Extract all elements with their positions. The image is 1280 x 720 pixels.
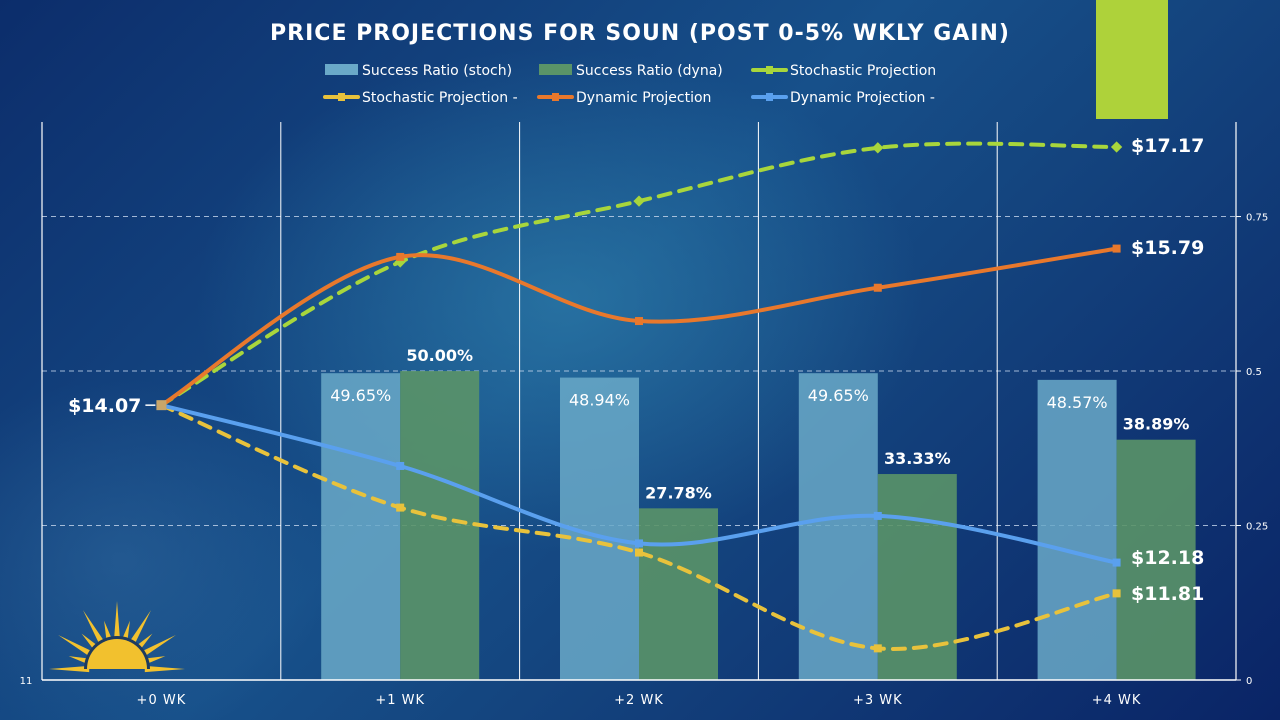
legend-label: Stochastic Projection bbox=[790, 63, 936, 79]
legend-swatch bbox=[325, 64, 358, 75]
end-price-label: $17.17 bbox=[1131, 135, 1204, 157]
right-axis-tick-label: 0 bbox=[1246, 676, 1252, 687]
legend-item: Dynamic Projection bbox=[537, 90, 711, 106]
x-axis-tick-label: +1 WK bbox=[375, 693, 425, 708]
bar-dyna bbox=[1116, 439, 1196, 680]
line-point bbox=[396, 252, 405, 261]
x-axis-tick-label: +0 WK bbox=[137, 693, 187, 708]
bar-stoch bbox=[798, 373, 878, 680]
right-axis-tick-label: 0.25 bbox=[1246, 522, 1268, 533]
x-axis-tick-label: +2 WK bbox=[614, 693, 664, 708]
end-price-label: $11.81 bbox=[1131, 583, 1204, 605]
legend-swatch bbox=[539, 64, 572, 75]
line-dynamic-projection bbox=[159, 246, 1119, 408]
line-point bbox=[1110, 141, 1123, 153]
bar-stoch bbox=[1037, 379, 1117, 680]
legend-label: Success Ratio (stoch) bbox=[362, 63, 512, 79]
legend-item: Success Ratio (stoch) bbox=[325, 63, 512, 79]
bar-label-dyna: 27.78% bbox=[645, 483, 712, 502]
legend-marker bbox=[338, 93, 345, 101]
right-axis-tick-label: 0.75 bbox=[1246, 213, 1268, 224]
line-point bbox=[873, 511, 882, 520]
bar-label-stoch: 49.65% bbox=[330, 386, 391, 405]
line-point bbox=[635, 539, 643, 548]
line-point bbox=[1112, 558, 1121, 567]
line-point bbox=[872, 142, 884, 154]
legend: Success Ratio (stoch) Success Ratio (dyna… bbox=[323, 63, 936, 106]
legend-label: Dynamic Projection bbox=[576, 90, 711, 106]
end-price-label: $15.79 bbox=[1131, 237, 1204, 259]
line-point bbox=[1112, 589, 1121, 598]
bar-label-stoch: 48.57% bbox=[1047, 393, 1108, 412]
legend-marker bbox=[766, 66, 773, 74]
legend-label: Stochastic Projection - bbox=[362, 90, 518, 106]
bar-label-dyna: 33.33% bbox=[884, 449, 951, 468]
sun-logo-icon bbox=[49, 601, 185, 673]
lines bbox=[145, 141, 1123, 653]
line-point bbox=[873, 644, 882, 653]
left-axis-tick-label: 11 bbox=[20, 676, 33, 687]
line-point bbox=[633, 195, 645, 207]
legend-item: Stochastic Projection bbox=[751, 63, 936, 79]
start-price-label: $14.07 bbox=[68, 395, 141, 417]
sun-disc bbox=[87, 639, 147, 669]
bar-dyna bbox=[400, 371, 480, 680]
bar-label-dyna: 50.00% bbox=[406, 346, 473, 365]
bar-label-stoch: 48.94% bbox=[569, 391, 630, 410]
data-labels: $14.07 $17.17 $11.81 $15.79 $12.18 49.65% 48.9… bbox=[68, 135, 1204, 605]
bar-dyna bbox=[639, 508, 718, 680]
line-point bbox=[635, 317, 643, 326]
line-point bbox=[396, 503, 405, 512]
x-axis-tick-label: +3 WK bbox=[853, 693, 903, 708]
bar-stoch bbox=[321, 373, 401, 680]
bar-label-stoch: 49.65% bbox=[808, 386, 869, 405]
legend-label: Success Ratio (dyna) bbox=[576, 63, 723, 79]
line-point bbox=[873, 283, 882, 292]
legend-label: Dynamic Projection - bbox=[790, 90, 935, 106]
legend-marker bbox=[552, 93, 559, 101]
bars bbox=[321, 371, 1196, 680]
end-price-label: $12.18 bbox=[1131, 547, 1204, 569]
right-axis-tick-label: 0.5 bbox=[1246, 367, 1262, 378]
axes: 11 0 0.25 0.5 0.75 +0 WK +1 WK +2 WK +3 WK +4 WK bbox=[20, 122, 1268, 708]
legend-item: Success Ratio (dyna) bbox=[539, 63, 723, 79]
chart-title: PRICE PROJECTIONS FOR SOUN (POST 0-5% WK… bbox=[270, 21, 1010, 46]
legend-item: Dynamic Projection - bbox=[751, 90, 935, 106]
line-point bbox=[635, 548, 643, 557]
legend-marker bbox=[766, 93, 773, 101]
legend-item: Stochastic Projection - bbox=[323, 90, 518, 106]
line-point bbox=[396, 461, 405, 470]
line-point bbox=[1112, 244, 1121, 253]
start-point bbox=[156, 400, 167, 411]
bar-label-dyna: 38.89% bbox=[1123, 415, 1190, 434]
x-axis-tick-label: +4 WK bbox=[1092, 693, 1142, 708]
accent-block bbox=[1096, 0, 1168, 119]
